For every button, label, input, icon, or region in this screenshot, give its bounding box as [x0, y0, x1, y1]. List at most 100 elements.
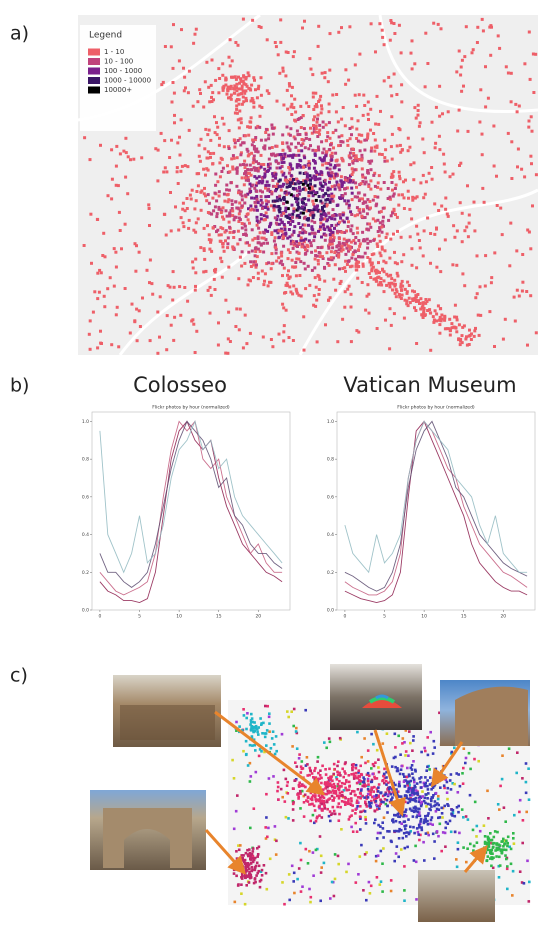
cluster-point — [391, 765, 394, 768]
density-cell — [321, 255, 324, 258]
cluster-point — [235, 721, 238, 724]
density-cell — [244, 228, 247, 231]
density-cell — [239, 144, 242, 147]
density-cell — [380, 210, 383, 213]
density-cell — [381, 36, 384, 39]
cluster-point — [483, 824, 486, 827]
cluster-point — [440, 807, 443, 810]
cluster-point — [252, 847, 255, 850]
plot-frame — [92, 412, 290, 610]
density-cell — [348, 204, 351, 207]
cluster-point — [249, 873, 252, 876]
cluster-point — [287, 817, 290, 820]
density-cell — [418, 302, 421, 305]
density-cell — [267, 200, 270, 203]
cluster-point — [324, 793, 327, 796]
cluster-point — [432, 752, 435, 755]
photo-detail — [120, 705, 215, 740]
density-cell — [197, 217, 200, 220]
cluster-point — [512, 837, 515, 840]
density-cell — [204, 128, 207, 131]
density-cell — [473, 335, 476, 338]
density-cell — [148, 281, 151, 284]
cluster-point — [424, 815, 427, 818]
cluster-point — [327, 798, 330, 801]
density-cell — [497, 34, 500, 37]
density-cell — [414, 197, 417, 200]
cluster-point — [347, 800, 350, 803]
density-cell — [184, 164, 187, 167]
density-cell — [409, 163, 412, 166]
cluster-point — [301, 885, 304, 888]
density-cell — [404, 179, 407, 182]
density-cell — [292, 339, 295, 342]
density-cell — [298, 117, 301, 120]
density-cell — [458, 50, 461, 53]
density-cell — [415, 300, 418, 303]
density-cell — [394, 213, 397, 216]
cluster-point — [268, 730, 271, 733]
density-cell — [232, 236, 235, 239]
density-cell — [252, 106, 255, 109]
density-cell — [203, 249, 206, 252]
density-cell — [341, 245, 344, 248]
cluster-point — [286, 781, 289, 784]
density-cell — [361, 281, 364, 284]
cluster-point — [370, 885, 373, 888]
density-cell — [280, 255, 283, 258]
density-cell — [256, 198, 259, 201]
cluster-point — [350, 792, 353, 795]
density-cell — [441, 112, 444, 115]
cluster-point — [321, 816, 324, 819]
density-cell — [177, 229, 180, 232]
density-cell — [428, 308, 431, 311]
cluster-point — [264, 736, 267, 739]
density-cell — [198, 144, 201, 147]
cluster-point — [400, 822, 403, 825]
density-cell — [460, 90, 463, 93]
density-cell — [273, 204, 276, 207]
density-cell — [405, 302, 408, 305]
density-cell — [115, 145, 118, 148]
density-cell — [516, 289, 519, 292]
density-cell — [385, 236, 388, 239]
density-cell — [355, 186, 358, 189]
density-cell — [474, 296, 477, 299]
density-cell — [217, 91, 220, 94]
cluster-point — [489, 832, 492, 835]
density-cell — [224, 231, 227, 234]
cluster-point — [415, 789, 418, 792]
cluster-point — [309, 901, 312, 904]
density-cell — [195, 221, 198, 224]
density-cell — [282, 212, 285, 215]
cluster-point — [426, 785, 429, 788]
density-cell — [465, 335, 468, 338]
density-cell — [317, 114, 320, 117]
density-cell — [327, 212, 330, 215]
cluster-point — [456, 866, 459, 869]
density-cell — [281, 230, 284, 233]
density-cell — [392, 170, 395, 173]
density-cell — [396, 272, 399, 275]
density-cell — [368, 223, 371, 226]
density-cell — [396, 230, 399, 233]
density-cell — [299, 231, 302, 234]
density-cell — [471, 51, 474, 54]
density-cell — [370, 168, 373, 171]
cluster-point — [413, 781, 416, 784]
cluster-point — [367, 796, 370, 799]
density-cell — [403, 207, 406, 210]
density-cell — [314, 276, 317, 279]
cluster-point — [404, 847, 407, 850]
density-cell — [413, 62, 416, 65]
cluster-point — [411, 768, 414, 771]
density-cell — [310, 225, 313, 228]
density-cell — [239, 238, 242, 241]
cluster-point — [247, 764, 250, 767]
density-cell — [355, 105, 358, 108]
density-cell — [314, 258, 317, 261]
cluster-point — [363, 781, 366, 784]
density-cell — [410, 52, 413, 55]
density-cell — [229, 64, 232, 67]
density-cell — [413, 297, 416, 300]
